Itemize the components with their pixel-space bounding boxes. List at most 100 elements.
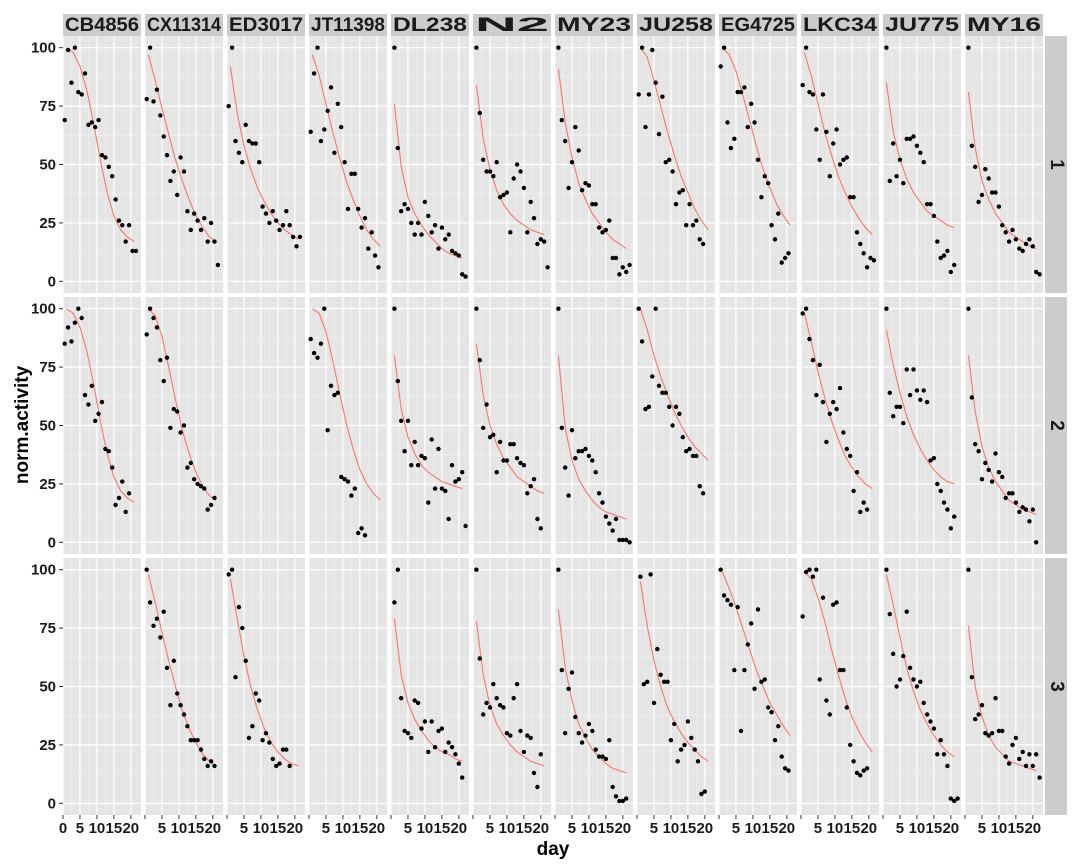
- column-strip: [883, 14, 961, 36]
- data-point: [429, 230, 434, 235]
- data-point: [834, 127, 839, 132]
- data-point: [453, 479, 458, 484]
- panel-JT11398-2: [308, 306, 381, 538]
- data-point: [728, 602, 734, 607]
- data-point: [284, 209, 289, 214]
- data-point: [945, 507, 950, 512]
- data-point: [921, 160, 926, 165]
- data-point: [685, 719, 691, 724]
- panel-EG4725-3: [718, 567, 791, 773]
- data-point: [429, 719, 434, 724]
- data-point: [412, 439, 417, 445]
- data-point: [655, 646, 660, 652]
- data-point: [322, 127, 327, 132]
- x-tick-label: 15: [598, 820, 615, 837]
- data-point: [449, 463, 455, 468]
- x-tick-label: 5: [322, 820, 330, 837]
- data-point: [935, 481, 940, 487]
- data-point: [511, 176, 516, 181]
- data-point: [983, 167, 988, 172]
- data-point: [844, 705, 849, 710]
- data-point: [514, 682, 520, 687]
- data-point: [814, 127, 819, 132]
- data-point: [439, 726, 445, 731]
- data-point: [583, 446, 588, 452]
- y-tick-label: 0: [48, 273, 56, 290]
- data-point: [535, 516, 540, 522]
- data-point: [82, 71, 88, 76]
- x-tick-label: 10: [581, 820, 598, 837]
- data-point: [195, 481, 200, 487]
- data-point: [335, 390, 340, 395]
- data-point: [721, 45, 727, 50]
- data-point: [419, 726, 424, 731]
- data-point: [89, 120, 95, 125]
- data-point: [474, 306, 479, 311]
- panel-LKC34-1: [800, 45, 877, 270]
- data-point: [1037, 775, 1042, 780]
- data-point: [491, 174, 496, 179]
- data-point: [663, 390, 668, 395]
- data-point: [607, 218, 612, 223]
- data-point: [1010, 742, 1015, 748]
- column-strip: [309, 14, 387, 36]
- data-point: [284, 747, 289, 752]
- data-point: [650, 374, 655, 379]
- data-point: [907, 665, 913, 670]
- data-point: [436, 246, 441, 251]
- x-tick-label: 15: [762, 820, 779, 837]
- data-point: [646, 404, 652, 409]
- x-tick-label: 5: [568, 820, 576, 837]
- data-point: [349, 171, 354, 176]
- x-tick-label: 15: [680, 820, 697, 837]
- x-tick-label: 15: [434, 820, 451, 837]
- data-point: [807, 336, 812, 342]
- x-tick-label: 15: [516, 820, 533, 837]
- data-point: [1030, 763, 1036, 769]
- data-point: [762, 677, 767, 682]
- data-point: [402, 728, 407, 734]
- column-strip: [637, 14, 715, 36]
- data-point: [453, 251, 458, 256]
- data-point: [168, 178, 173, 184]
- data-point: [851, 488, 856, 494]
- data-point: [202, 216, 207, 221]
- data-point: [735, 89, 740, 95]
- panel-JU775-2: [884, 306, 957, 531]
- data-point: [126, 491, 132, 496]
- data-point: [133, 248, 139, 254]
- data-point: [620, 798, 625, 804]
- data-point: [786, 251, 791, 256]
- data-point: [938, 255, 943, 261]
- y-tick-label: 100: [31, 40, 56, 57]
- data-point: [1010, 227, 1015, 233]
- data-point: [243, 658, 248, 663]
- data-point: [887, 178, 892, 184]
- data-point: [332, 150, 337, 155]
- data-point: [508, 230, 513, 235]
- data-point: [692, 747, 697, 752]
- data-point: [315, 45, 320, 50]
- data-point: [328, 383, 334, 388]
- x-tick-label: 20: [778, 820, 795, 837]
- data-point: [837, 385, 843, 391]
- data-point: [415, 463, 421, 468]
- data-point: [205, 763, 210, 769]
- data-point: [918, 679, 923, 684]
- column-strip-label: EG4725: [721, 15, 795, 36]
- data-point: [154, 616, 160, 621]
- panel-MY16-3: [966, 567, 1042, 780]
- y-tick-label: 75: [39, 620, 56, 637]
- data-point: [185, 465, 190, 470]
- data-point: [904, 136, 909, 141]
- fit-curve: [639, 581, 709, 762]
- data-point: [694, 218, 699, 223]
- data-point: [831, 602, 836, 607]
- data-point: [270, 756, 275, 762]
- row-strip: [1045, 297, 1067, 554]
- data-point: [945, 763, 950, 769]
- data-point: [158, 113, 163, 118]
- data-point: [590, 202, 595, 207]
- x-tick-label: 5: [76, 820, 84, 837]
- data-point: [661, 679, 667, 684]
